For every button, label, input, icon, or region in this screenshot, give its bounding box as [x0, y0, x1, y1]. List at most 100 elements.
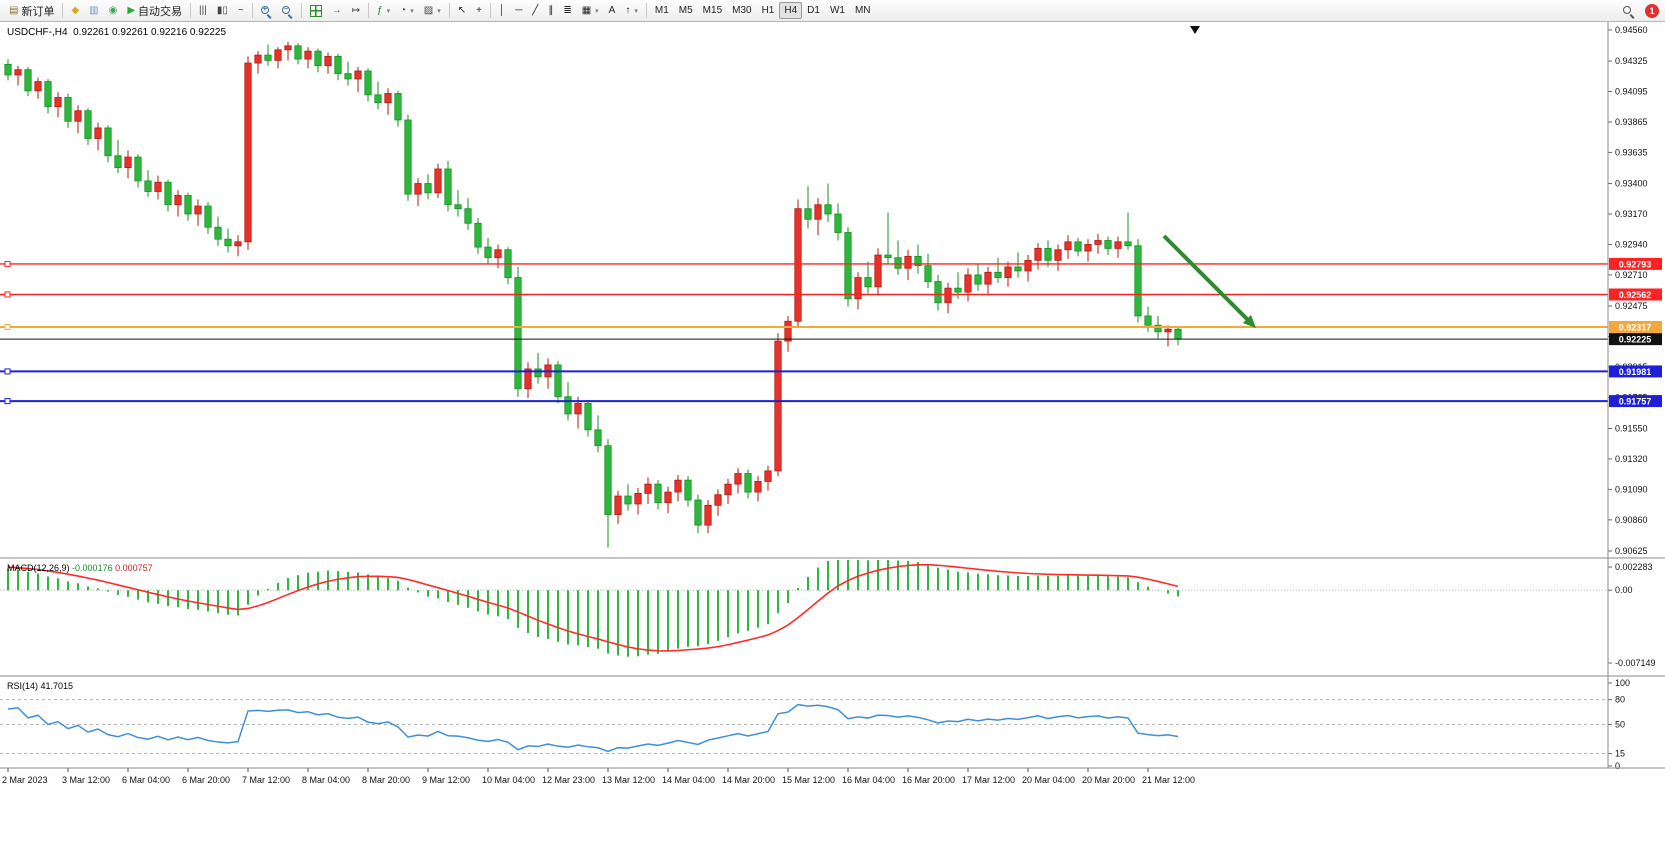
svg-text:6 Mar 20:00: 6 Mar 20:00 [182, 775, 230, 785]
toolbar-separator [62, 3, 64, 18]
svg-text:14 Mar 20:00: 14 Mar 20:00 [722, 775, 775, 785]
svg-text:0.90860: 0.90860 [1615, 515, 1648, 525]
svg-text:3 Mar 12:00: 3 Mar 12:00 [62, 775, 110, 785]
svg-text:12 Mar 23:00: 12 Mar 23:00 [542, 775, 595, 785]
svg-text:8 Mar 04:00: 8 Mar 04:00 [302, 775, 350, 785]
toolbar-separator [489, 3, 491, 18]
toolbar: ▤ 新订单 ◆ ▥ ◉ ▶ 自动交易 ||| ▮▯ ~ + − → ↦ ƒ ▾ ◔ ▾ ▨ ▾ ↖ + │ ─ ╱ ∥ ≣ ▦ ▾ A ↑ ▾… [0, 0, 1665, 22]
fibonacci-icon: ≣ [563, 4, 572, 16]
line-chart-button[interactable]: ~ [233, 2, 249, 19]
vertical-line-icon: │ [498, 4, 506, 16]
shapes-button[interactable]: ▦ ▾ [577, 2, 604, 19]
timeframe-m1-button[interactable]: M1 [654, 5, 669, 16]
chevron-down-icon: ▾ [634, 7, 638, 15]
zoom-in-button[interactable]: + [256, 2, 277, 19]
svg-text:0.91981: 0.91981 [1619, 367, 1652, 377]
new-order-button[interactable]: ▤ 新订单 [4, 2, 59, 19]
navigator-button[interactable]: ◉ [104, 2, 123, 19]
toolbar-separator [300, 3, 302, 18]
candlestick-button[interactable]: ▮▯ [212, 2, 233, 19]
toolbar-separator [448, 3, 450, 18]
svg-text:8 Mar 20:00: 8 Mar 20:00 [362, 775, 410, 785]
svg-text:0.92793: 0.92793 [1619, 259, 1652, 269]
crosshair-button[interactable]: + [471, 2, 487, 19]
charts-button[interactable]: ◆ [66, 2, 84, 19]
svg-text:0.91550: 0.91550 [1615, 424, 1648, 434]
svg-text:80: 80 [1615, 695, 1625, 705]
autotrading-button-label: 自动交易 [138, 5, 183, 18]
text-button[interactable]: A [604, 2, 621, 19]
fibonacci-button[interactable]: ≣ [558, 2, 576, 19]
trendline-button[interactable]: ╱ [527, 2, 543, 19]
rsi-panel[interactable]: 100 80 50 15 0 [0, 678, 1630, 771]
notification-badge[interactable]: 1 [1645, 3, 1659, 18]
zoom-out-icon: − [281, 5, 293, 16]
timeframe-mn-button[interactable]: MN [854, 5, 871, 16]
chevron-down-icon: ▾ [595, 7, 599, 15]
toolbar-separator [368, 3, 370, 18]
bars-icon: ||| [199, 4, 207, 16]
panel-separators [0, 22, 1665, 769]
price-axis[interactable]: 0.94560 0.94325 0.94095 0.93865 0.93635 0.934… [1608, 25, 1648, 556]
zoom-out-button[interactable]: − [277, 2, 298, 19]
chart-area: 0.94560 0.94325 0.94095 0.93865 0.93635 0.934… [0, 22, 1665, 842]
svg-text:0.91320: 0.91320 [1615, 454, 1648, 464]
timeframe-w1-button[interactable]: W1 [829, 5, 845, 16]
svg-text:15 Mar 12:00: 15 Mar 12:00 [782, 775, 835, 785]
template-icon: ▨ [423, 4, 434, 16]
search-button[interactable] [1618, 2, 1639, 19]
timeframe-h4-button[interactable]: H4 [779, 2, 803, 19]
chart-window-icon: ▥ [89, 4, 99, 16]
line-chart-icon: ~ [237, 4, 244, 16]
timeframe-h1-button[interactable]: H1 [761, 5, 775, 16]
auto-scroll-button[interactable]: → [327, 2, 347, 19]
svg-text:13 Mar 12:00: 13 Mar 12:00 [602, 775, 655, 785]
timeframe-m5-button[interactable]: M5 [678, 5, 693, 16]
svg-text:0.94325: 0.94325 [1615, 56, 1648, 66]
cursor-button[interactable]: ↖ [453, 2, 471, 19]
horizontal-line-button[interactable]: ─ [510, 2, 527, 19]
scroll-end-marker-icon [1190, 26, 1200, 34]
chevron-down-icon: ▾ [410, 7, 414, 15]
svg-text:0.94095: 0.94095 [1615, 87, 1648, 97]
arrows-button[interactable]: ↑ ▾ [620, 2, 643, 19]
channel-button[interactable]: ∥ [543, 2, 558, 19]
indicators-icon: ƒ [377, 4, 383, 16]
cursor-icon: ↖ [457, 4, 467, 16]
indicators-button[interactable]: ƒ ▾ [372, 2, 395, 19]
trendline-icon: ╱ [532, 4, 539, 16]
navigator-icon: ◉ [108, 4, 118, 16]
timeframe-m30-button[interactable]: M30 [732, 5, 752, 16]
time-axis[interactable]: 2 Mar 2023 3 Mar 12:00 6 Mar 04:00 6 Mar 20… [2, 768, 1195, 785]
templates-button[interactable]: ▨ ▾ [419, 2, 446, 19]
level-lines[interactable]: 0.92793 0.92562 0.92317 0.91981 0.91757 [0, 257, 1662, 408]
bar-chart-button[interactable]: ||| [194, 2, 212, 19]
zoom-in-icon: + [260, 5, 272, 16]
toolbar-right: 1 [1618, 2, 1661, 19]
macd-panel[interactable]: 0.002283 0.00 -0.007149 [0, 560, 1656, 668]
autotrading-button[interactable]: ▶ 自动交易 [122, 2, 187, 19]
svg-text:0.92562: 0.92562 [1619, 290, 1652, 300]
channel-icon: ∥ [548, 4, 554, 16]
tile-windows-button[interactable] [305, 2, 327, 19]
svg-text:0.93865: 0.93865 [1615, 117, 1648, 127]
timeframe-m15-button[interactable]: M15 [702, 5, 723, 16]
svg-text:20 Mar 04:00: 20 Mar 04:00 [1022, 775, 1075, 785]
chart-canvas[interactable]: 0.94560 0.94325 0.94095 0.93865 0.93635 0.934… [0, 22, 1665, 842]
vertical-line-button[interactable]: │ [494, 2, 510, 19]
data-window-button[interactable]: ▥ [84, 2, 103, 19]
clock-icon: ◔ [400, 4, 407, 16]
svg-text:17 Mar 12:00: 17 Mar 12:00 [962, 775, 1015, 785]
svg-text:16 Mar 04:00: 16 Mar 04:00 [842, 775, 895, 785]
svg-text:0.00: 0.00 [1615, 585, 1633, 595]
tile-windows-icon [309, 4, 322, 17]
svg-text:15: 15 [1615, 749, 1625, 759]
new-order-icon: ▤ [9, 4, 19, 16]
svg-text:7 Mar 12:00: 7 Mar 12:00 [242, 775, 290, 785]
trend-arrow[interactable] [1162, 234, 1256, 328]
search-icon [1623, 5, 1634, 16]
timeframe-d1-button[interactable]: D1 [807, 5, 820, 16]
chart-shift-button[interactable]: ↦ [347, 2, 365, 19]
toolbar-left: ▤ 新订单 ◆ ▥ ◉ ▶ 自动交易 ||| ▮▯ ~ + − → ↦ ƒ ▾ ◔ ▾ ▨ ▾ ↖ + │ ─ ╱ ∥ ≣ ▦ ▾ A ↑ ▾… [4, 2, 1618, 19]
periods-button[interactable]: ◔ ▾ [395, 2, 419, 19]
